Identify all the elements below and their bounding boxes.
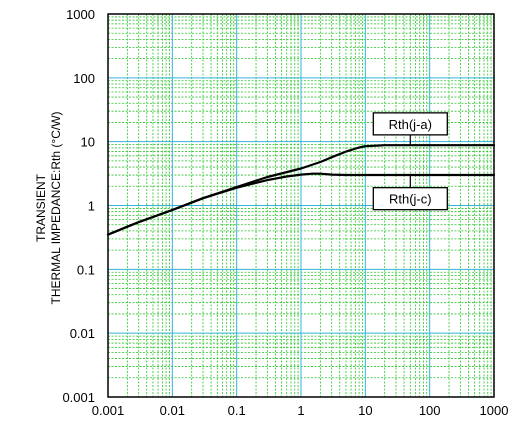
x-tick-label: 0.001 [92, 403, 125, 418]
x-tick-label: 10 [358, 403, 372, 418]
y-tick-label: 1000 [66, 7, 95, 22]
series-line-rth-j-c [106, 172, 496, 236]
annotation-box [372, 112, 448, 136]
annotation-label: Rth(j-a) [389, 117, 432, 132]
x-tick-label: 100 [419, 403, 441, 418]
x-tick-label: 1000 [480, 403, 509, 418]
y-tick-labels: 0.001 0.01 0.1 1 10 100 1000 [62, 7, 95, 405]
x-tick-label: 0.01 [160, 403, 185, 418]
x-tick-labels: 0.001 0.01 0.1 1 10 100 1000 [92, 403, 509, 418]
annotation-label: Rth(j-c) [389, 192, 432, 207]
annotation-box [372, 187, 448, 211]
annotation-layer: Rth(j-a) Rth(j-c) [372, 112, 448, 211]
x-tick-label: 1 [297, 403, 304, 418]
y-tick-label: 10 [81, 135, 95, 150]
major-grid [108, 14, 494, 397]
y-tick-label: 100 [73, 71, 95, 86]
y-tick-label: 0.01 [70, 326, 95, 341]
plot-frame [107, 13, 495, 398]
y-axis-label-line-1: TRANSIENT [34, 173, 48, 242]
y-tick-label: 1 [88, 199, 95, 214]
y-tick-label: 0.001 [62, 390, 95, 405]
y-axis-label-line-2: THERMAL IMPEDANCE:Rth (°C/W) [49, 111, 63, 304]
x-tick-label: 0.1 [228, 403, 246, 418]
y-tick-label: 0.1 [77, 262, 95, 277]
series-layer [106, 144, 496, 236]
